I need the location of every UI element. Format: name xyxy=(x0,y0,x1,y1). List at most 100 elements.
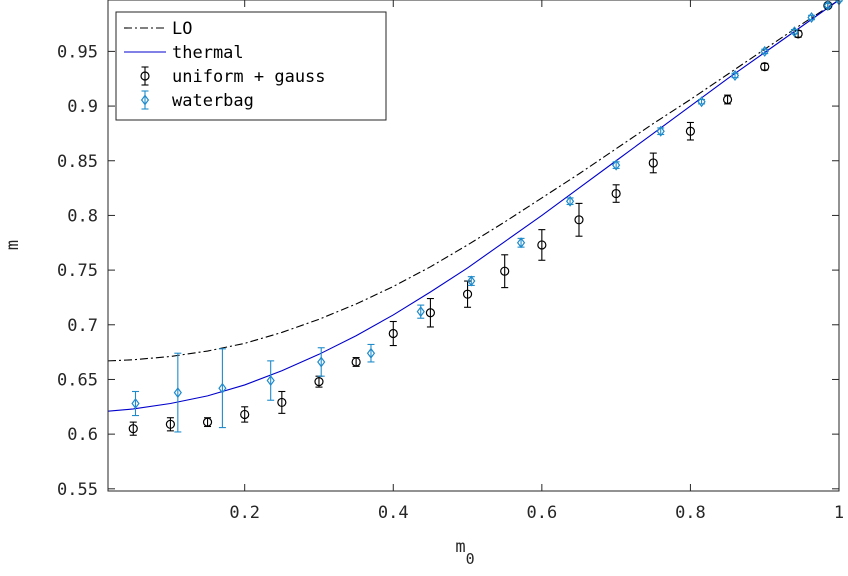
data-point-waterbag xyxy=(612,159,621,171)
data-point-waterbag xyxy=(565,195,575,207)
data-point-waterbag xyxy=(823,0,832,11)
data-point-uniform-gauss xyxy=(500,254,510,289)
marker-diamond xyxy=(317,356,326,368)
y-tick-label: 0.8 xyxy=(67,206,98,226)
axes-group: 0.2 0.4 0.6 0.8 1 0.55 0.6 0.65 0.7 0.75 0.8 0.85 0.… xyxy=(57,0,844,523)
y-tick-label: 0.9 xyxy=(67,97,98,117)
marker-circle xyxy=(574,215,584,225)
y-tick-label: 0.55 xyxy=(57,480,98,500)
marker-circle xyxy=(240,409,250,420)
marker-circle xyxy=(277,397,287,408)
data-point-uniform-gauss xyxy=(574,202,584,237)
marker-diamond xyxy=(697,96,706,108)
data-point-uniform-gauss xyxy=(685,121,696,141)
marker-diamond xyxy=(218,382,227,394)
data-point-uniform-gauss xyxy=(202,417,213,428)
legend-swatch-marker xyxy=(140,94,150,106)
data-point-waterbag xyxy=(467,275,476,287)
data-point-uniform-gauss xyxy=(388,320,398,347)
marker-circle xyxy=(685,126,696,136)
marker-diamond xyxy=(730,69,740,81)
legend-swatch-marker xyxy=(140,71,150,81)
y-tick-label: 0.75 xyxy=(57,261,98,281)
data-point-waterbag xyxy=(790,26,799,38)
marker-circle xyxy=(611,188,621,199)
marker-circle xyxy=(722,94,733,105)
marker-diamond xyxy=(790,26,799,38)
marker-diamond xyxy=(656,125,665,137)
marker-circle xyxy=(388,328,398,339)
marker-circle xyxy=(648,158,658,168)
marker-circle xyxy=(202,417,213,427)
y-axis-label: m xyxy=(3,240,23,250)
x-tick-label: 0.2 xyxy=(229,503,260,523)
data-point-uniform-gauss xyxy=(351,357,361,367)
data-point-uniform-gauss xyxy=(648,152,658,174)
marker-diamond xyxy=(416,306,425,318)
marker-diamond xyxy=(760,45,769,57)
y-tick-label: 0.7 xyxy=(67,316,98,336)
legend: LO thermal uniform + gauss waterbag xyxy=(115,11,387,121)
marker-diamond xyxy=(467,275,476,287)
data-point-uniform-gauss xyxy=(760,62,770,72)
marker-diamond xyxy=(612,159,621,171)
marker-diamond xyxy=(266,375,275,387)
marker-circle xyxy=(537,240,547,250)
x-axis-label-main: m xyxy=(455,537,465,557)
axes-box xyxy=(107,0,840,492)
x-tick-label: 0.4 xyxy=(378,503,409,523)
marker-diamond xyxy=(807,11,816,23)
y-tick-label: 0.85 xyxy=(57,152,98,172)
data-point-waterbag xyxy=(416,304,425,319)
marker-circle xyxy=(314,377,324,387)
marker-diamond xyxy=(823,0,832,11)
marker-diamond xyxy=(565,195,575,207)
data-point-uniform-gauss xyxy=(611,184,621,203)
data-point-waterbag xyxy=(173,352,182,433)
legend-label: uniform + gauss xyxy=(172,67,326,87)
data-point-waterbag xyxy=(131,390,140,417)
data-point-waterbag xyxy=(697,96,706,108)
data-point-waterbag xyxy=(760,45,769,57)
marker-circle xyxy=(462,289,473,299)
data-point-waterbag xyxy=(317,347,326,377)
data-point-uniform-gauss xyxy=(425,297,436,328)
x-tick-label: 0.6 xyxy=(526,503,557,523)
x-axis-label: m0 xyxy=(455,537,474,568)
legend-label: LO xyxy=(172,19,192,39)
data-point-uniform-gauss xyxy=(537,229,547,261)
series-line-thermal xyxy=(108,0,840,412)
data-point-uniform-gauss xyxy=(722,94,733,105)
legend-box xyxy=(115,11,387,121)
data-point-uniform-gauss xyxy=(128,421,138,436)
y-tick-label: 0.6 xyxy=(67,425,98,445)
marker-circle xyxy=(165,419,176,429)
marker-circle xyxy=(351,357,361,367)
data-point-waterbag xyxy=(218,348,227,429)
marker-diamond xyxy=(516,237,526,249)
legend-label: thermal xyxy=(172,43,244,63)
legend-label: waterbag xyxy=(172,91,254,111)
data-point-uniform-gauss xyxy=(277,390,287,414)
x-axis-label-subscript: 0 xyxy=(466,550,475,568)
marker-diamond xyxy=(131,398,140,410)
marker-diamond xyxy=(173,387,182,399)
legend-entry: LO xyxy=(124,19,192,39)
y-tick-label: 0.65 xyxy=(57,370,98,390)
data-point-waterbag xyxy=(516,237,526,249)
data-point-waterbag xyxy=(366,343,376,363)
legend-entry: uniform + gauss xyxy=(140,66,326,87)
marker-circle xyxy=(128,424,138,434)
data-point-uniform-gauss xyxy=(165,417,176,432)
data-point-waterbag xyxy=(730,69,740,81)
marker-diamond xyxy=(366,347,376,359)
y-tick-label: 0.95 xyxy=(57,42,98,62)
marker-circle xyxy=(425,308,436,318)
data-point-waterbag xyxy=(656,125,665,137)
data-point-uniform-gauss xyxy=(314,375,324,388)
plot-series-group xyxy=(108,0,844,436)
x-tick-label: 1 xyxy=(834,503,844,523)
legend-entry: waterbag xyxy=(140,90,254,111)
data-point-waterbag xyxy=(807,11,816,23)
